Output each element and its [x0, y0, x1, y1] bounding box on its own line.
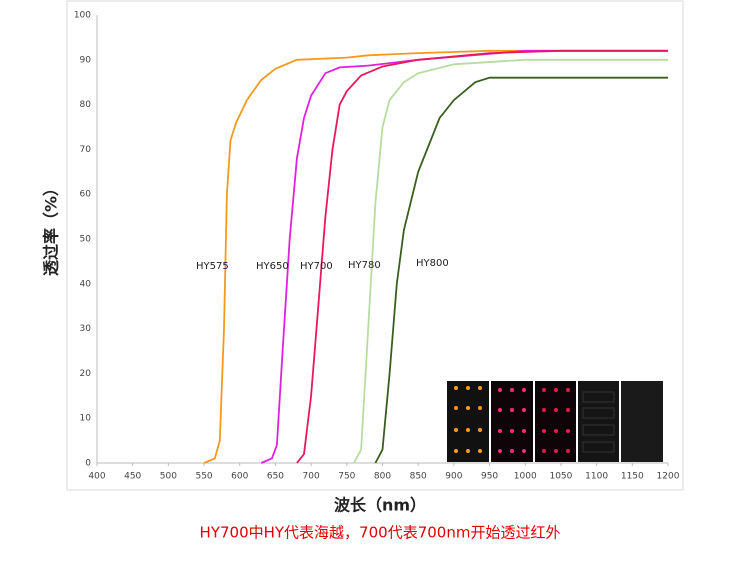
y-tick-label: 20 — [80, 369, 92, 379]
y-tick-label: 70 — [80, 145, 92, 155]
filter-panel — [447, 381, 489, 462]
y-tick-label: 60 — [80, 190, 92, 200]
y-tick-label: 40 — [80, 279, 92, 289]
x-tick-label: 550 — [195, 472, 212, 482]
x-tick-label: 600 — [231, 472, 248, 482]
series-label: HY780 — [348, 260, 381, 271]
x-tick-label: 1150 — [621, 472, 644, 482]
x-axis-label: 波长（nm） — [334, 496, 426, 515]
x-tick-label: 450 — [124, 472, 141, 482]
x-tick-label: 950 — [481, 472, 498, 482]
series-line — [374, 76, 668, 464]
y-tick-label: 30 — [80, 324, 92, 334]
filter-photo — [447, 381, 663, 462]
x-tick-label: 1100 — [585, 472, 608, 482]
x-tick-label: 500 — [160, 472, 177, 482]
filter-panel — [535, 381, 576, 462]
filter-panel — [621, 381, 663, 462]
filter-panel — [491, 381, 533, 462]
series-line — [353, 58, 668, 464]
y-tick-label: 100 — [74, 11, 91, 21]
series-label: HY650 — [256, 261, 289, 272]
y-tick-label: 80 — [80, 100, 92, 110]
filter-panel — [578, 381, 619, 462]
x-tick-label: 700 — [303, 472, 320, 482]
y-tick-label: 0 — [85, 459, 91, 469]
y-axis-label: 透过率（%） — [42, 180, 61, 276]
y-tick-label: 50 — [80, 235, 92, 245]
y-tick-label: 90 — [80, 55, 92, 65]
series-label: HY700 — [300, 261, 333, 272]
x-tick-label: 650 — [267, 472, 284, 482]
y-tick-label: 10 — [80, 414, 92, 424]
chart-frame — [66, 0, 684, 491]
series-label: HY800 — [416, 258, 449, 269]
x-tick-label: 1200 — [657, 472, 680, 482]
series-label: HY575 — [196, 261, 229, 272]
caption: HY700中HY代表海越，700代表700nm开始透过红外 — [200, 524, 561, 542]
x-tick-label: 1050 — [549, 472, 572, 482]
x-tick-label: 800 — [374, 472, 391, 482]
x-tick-label: 900 — [445, 472, 462, 482]
series-line — [203, 49, 668, 464]
x-tick-label: 400 — [88, 472, 105, 482]
x-tick-label: 850 — [410, 472, 427, 482]
x-tick-label: 1000 — [514, 472, 537, 482]
series-line — [296, 49, 668, 464]
x-tick-label: 750 — [338, 472, 355, 482]
